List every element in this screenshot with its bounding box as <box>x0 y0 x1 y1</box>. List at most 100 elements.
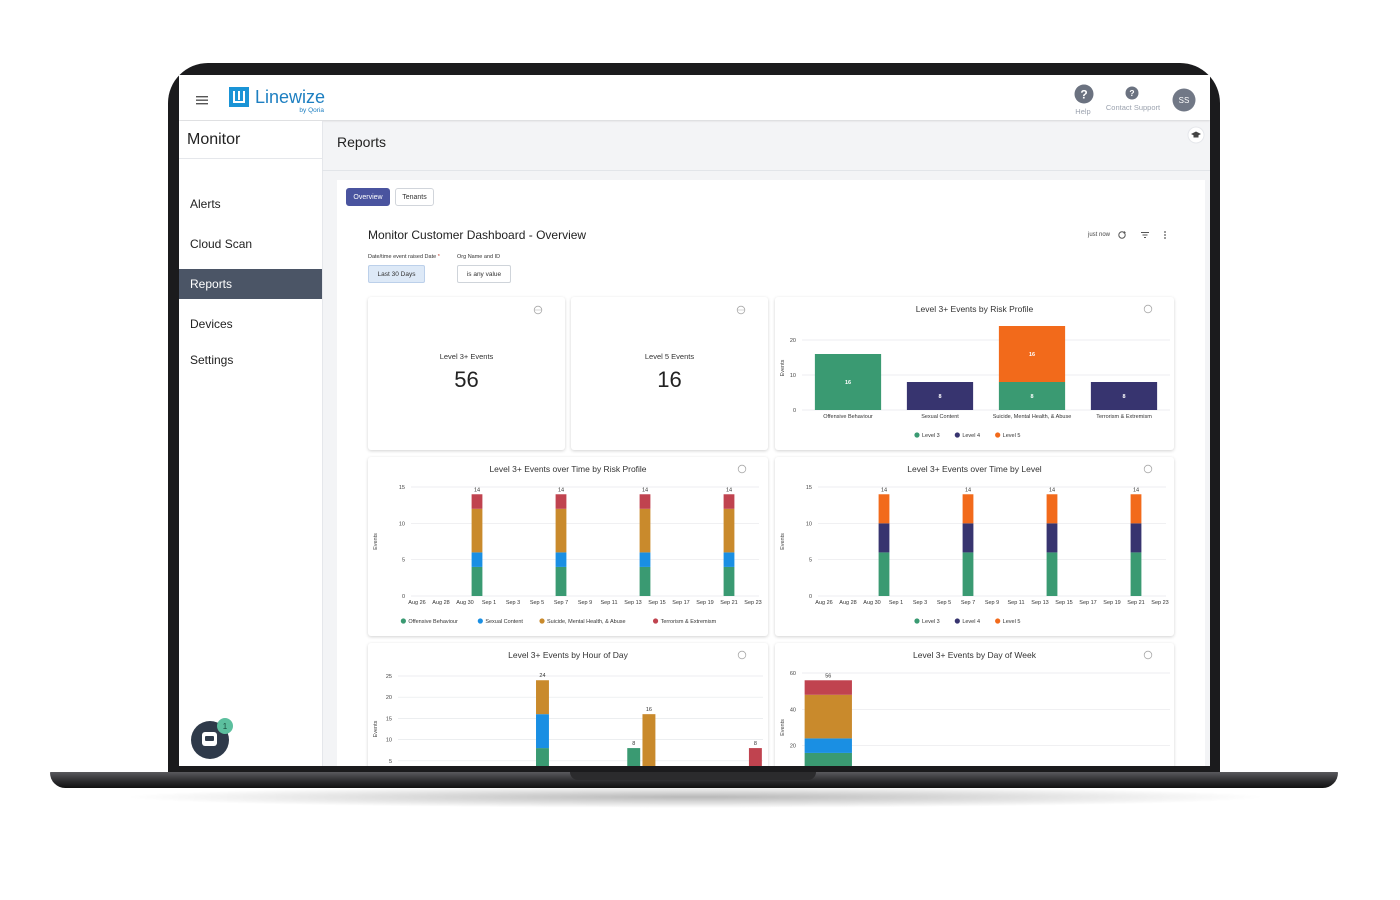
bar-segment <box>536 714 549 749</box>
chart-card: Level 3+ Events by Hour of Day0510152025… <box>368 643 768 766</box>
x-tick-label: Aug 28 <box>839 600 856 606</box>
filter-label: Date/time event raised Date * <box>368 254 440 260</box>
tab[interactable]: Overview <box>346 188 390 206</box>
bar-segment <box>878 523 890 553</box>
chart-globe[interactable] <box>1143 464 1153 474</box>
x-tick-label: Terrorism & Extremism <box>1096 414 1152 420</box>
bar-segment <box>998 382 1066 410</box>
bar-segment <box>748 748 762 766</box>
help-glyph: ? <box>1080 88 1087 102</box>
legend-swatch <box>400 618 406 624</box>
chart-globe[interactable] <box>1143 304 1153 314</box>
chart: Level 3+ Events by Day of Week0204060Eve… <box>780 650 1170 766</box>
bar-segment <box>962 523 974 553</box>
y-tick-label: 15 <box>386 716 392 722</box>
filter-button[interactable] <box>1141 232 1149 238</box>
bar-segment <box>814 354 882 410</box>
x-tick-label: Offensive Behaviour <box>823 414 873 420</box>
total-label: 14 <box>474 487 480 493</box>
avatar-initials: SS <box>1179 96 1190 105</box>
x-tick-label: Sexual Content <box>921 414 959 420</box>
bar-segment <box>555 566 567 596</box>
y-tick-label: 15 <box>399 485 405 491</box>
chart-title: Level 3+ Events by Risk Profile <box>916 304 1034 314</box>
filter-value[interactable]: Last 30 Days <box>368 265 425 283</box>
chat-badge-count: 1 <box>223 722 228 731</box>
dashboard-title: Monitor Customer Dashboard - Overview <box>368 228 587 242</box>
x-tick-label: Sep 1 <box>482 600 496 606</box>
bar-segment <box>555 494 567 509</box>
x-tick-label: Sep 21 <box>720 600 737 606</box>
total-label: 14 <box>726 487 732 493</box>
bar-segment <box>1130 494 1142 524</box>
data-label: 8 <box>1030 394 1033 400</box>
tile-globe[interactable] <box>532 304 544 316</box>
bar-segment <box>723 508 735 553</box>
bar-segment <box>962 552 974 596</box>
learn-button[interactable] <box>1187 126 1205 144</box>
filter-value[interactable]: is any value <box>457 265 511 283</box>
total-label: 56 <box>825 673 831 679</box>
chart-globe[interactable] <box>737 464 747 474</box>
y-tick-label: 10 <box>790 373 796 379</box>
x-tick-label: Aug 30 <box>456 600 473 606</box>
refresh-button[interactable] <box>1118 231 1126 239</box>
legend-swatch <box>652 618 659 624</box>
legend-swatch <box>477 618 483 624</box>
globe-icon[interactable] <box>1143 304 1153 314</box>
x-tick-label: Aug 26 <box>408 600 425 606</box>
y-tick-label: 0 <box>809 594 812 600</box>
nav-item[interactable]: Alerts <box>190 197 221 211</box>
tile-globe[interactable] <box>735 304 747 316</box>
x-tick-label: Sep 17 <box>672 600 689 606</box>
more-button[interactable] <box>1164 231 1166 239</box>
chart-card: Level 3+ Events over Time by Risk Profil… <box>368 457 768 636</box>
x-tick-label: Suicide, Mental Health, & Abuse <box>993 414 1072 420</box>
globe-icon[interactable] <box>1143 650 1153 660</box>
chart-title: Level 3+ Events by Day of Week <box>913 650 1037 660</box>
chart-card: Level 3+ Events by Day of Week0204060Eve… <box>775 643 1174 766</box>
legend-label: Level 4 <box>962 433 980 439</box>
bar-segment <box>639 552 651 567</box>
x-tick-label: Sep 15 <box>1055 600 1072 606</box>
x-tick-label: Sep 13 <box>624 600 641 606</box>
y-tick-label: 5 <box>402 558 405 564</box>
menu-button[interactable] <box>196 96 208 105</box>
total-label: 8 <box>754 741 757 747</box>
x-tick-label: Sep 9 <box>985 600 999 606</box>
legend-label: Level 3 <box>922 433 940 439</box>
total-label: 14 <box>965 487 971 493</box>
total-label: 24 <box>539 673 545 679</box>
bar-segment <box>804 694 852 739</box>
help-button[interactable]: ? <box>1074 84 1094 104</box>
bar-segment <box>627 748 641 766</box>
legend-swatch <box>995 432 1001 438</box>
y-axis-label: Events <box>780 719 786 736</box>
contact-button[interactable]: ? <box>1125 86 1139 100</box>
globe-icon[interactable] <box>737 464 747 474</box>
chart-globe[interactable] <box>1143 650 1153 660</box>
legend-label: Offensive Behaviour <box>408 619 458 625</box>
y-axis-label: Events <box>780 359 786 376</box>
help-label: Help <box>1075 107 1090 116</box>
filter-label: Org Name and ID <box>457 254 501 260</box>
chart: Level 3+ Events over Time by Risk Profil… <box>373 464 762 625</box>
chat-layer: 1 <box>191 718 233 759</box>
chart-globe[interactable] <box>737 650 747 660</box>
nav-item[interactable]: Devices <box>190 317 233 331</box>
chat-badge <box>217 718 233 734</box>
y-tick-label: 5 <box>389 759 392 765</box>
globe-icon[interactable] <box>737 650 747 660</box>
globe-icon[interactable] <box>1143 464 1153 474</box>
y-axis-label: Events <box>373 533 379 550</box>
tab[interactable]: Tenants <box>395 188 434 206</box>
avatar[interactable] <box>1172 88 1196 112</box>
sidebar-title: Monitor <box>187 131 241 148</box>
nav-item[interactable]: Reports <box>179 269 322 299</box>
bar-segment <box>639 494 651 509</box>
chart-title: Level 3+ Events by Hour of Day <box>508 650 629 660</box>
title-divider <box>322 170 1210 171</box>
nav-item[interactable]: Cloud Scan <box>190 237 253 251</box>
nav-item[interactable]: Settings <box>190 353 234 367</box>
